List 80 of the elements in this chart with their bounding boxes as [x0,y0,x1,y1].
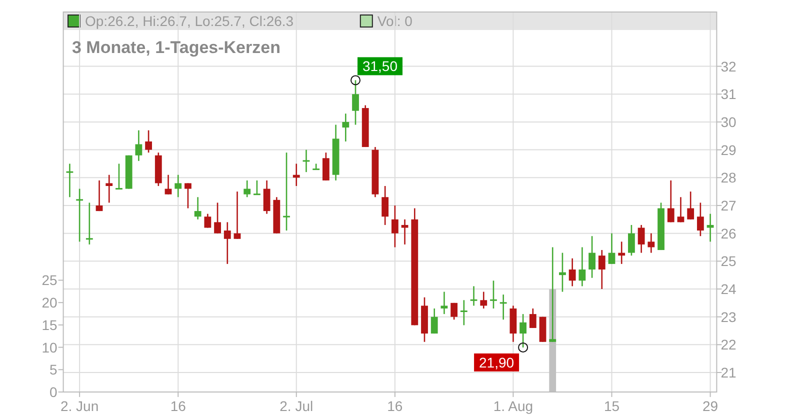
y2-tick-label: 20 [42,294,58,311]
candlestick [184,182,192,209]
candlestick [529,308,536,329]
candlestick [401,218,408,246]
candlestick [391,204,398,248]
y2-tick-label: 0 [50,384,58,400]
candlestick [628,224,635,256]
candlestick [254,180,260,196]
annotation: 21,90 [479,354,514,370]
candlestick [568,258,576,287]
candlestick [450,302,458,320]
candlestick [302,149,310,173]
candlestick [342,112,350,142]
y-tick-label: 21 [720,364,736,381]
candlestick [76,188,84,242]
x-tick-label: 2. Jun [60,398,99,414]
candlestick [204,213,212,228]
candlestick [135,130,142,162]
candlestick [648,232,655,254]
annotation: Op:26.2, Hi:26.7, Lo:25.7, Cl:26.3 [85,13,294,29]
x-tick-label: 29 [702,398,718,414]
y2-tick-label: 25 [42,272,58,288]
candlestick [559,252,566,292]
candlestick [283,152,290,232]
y-tick-label: 22 [720,336,736,353]
candlestick [490,280,497,310]
candlestick [696,202,704,237]
candlestick [263,180,270,214]
x-tick-label: 2. Jul [280,398,314,414]
candlestick [66,163,74,198]
x-tick-label: 15 [604,398,620,414]
y-tick-label: 32 [720,58,736,74]
candlestick [588,235,596,279]
candlestick [706,213,714,242]
candlestick [480,291,488,310]
y-tick-label: 29 [720,142,736,158]
candlestick [578,246,586,287]
candlestick [667,180,674,223]
annotation: 31,50 [362,58,398,74]
candlestick [194,196,202,220]
candlestick [430,308,438,334]
y-tick-label: 25 [720,253,736,270]
text: 3 Monate, 1-Tages-Kerzen [72,38,280,57]
candlestick [292,163,300,187]
candlestick [500,294,507,320]
candlestick [145,130,152,154]
candlestick [382,185,389,226]
y-tick-label: 28 [720,170,736,186]
y-tick-label: 31 [720,86,736,102]
candlestick [608,232,616,265]
y2-tick-label: 10 [42,339,58,356]
y2-tick-label: 15 [42,316,58,333]
x-tick-label: 1. Aug [493,398,534,414]
candlestick [164,174,172,195]
y-tick-label: 26 [720,225,736,242]
x-tick-label: 16 [387,398,403,414]
y-tick-label: 27 [720,197,736,214]
candlestick [440,291,448,315]
y2-tick-label: 5 [50,362,58,378]
candlestick [214,202,221,234]
candlestick [322,152,330,182]
candlestick [116,163,122,190]
candlestick [234,190,241,240]
y-tick-label: 30 [720,114,736,130]
candlestick [106,174,113,204]
y-tick-label: 23 [720,308,736,325]
candlestick [244,180,251,198]
candlestick [677,196,684,223]
candlestick [687,190,694,220]
candlestick [224,222,231,265]
candlestick [174,174,182,198]
candlestick [470,286,478,306]
candlestick [638,224,645,254]
candlestick [618,241,626,265]
y-tick-label: 24 [720,280,736,297]
candlestick [460,299,468,326]
candlestick [86,202,93,246]
x-tick-label: 16 [170,398,186,414]
candlestick [96,180,103,212]
candlestick [598,249,606,290]
